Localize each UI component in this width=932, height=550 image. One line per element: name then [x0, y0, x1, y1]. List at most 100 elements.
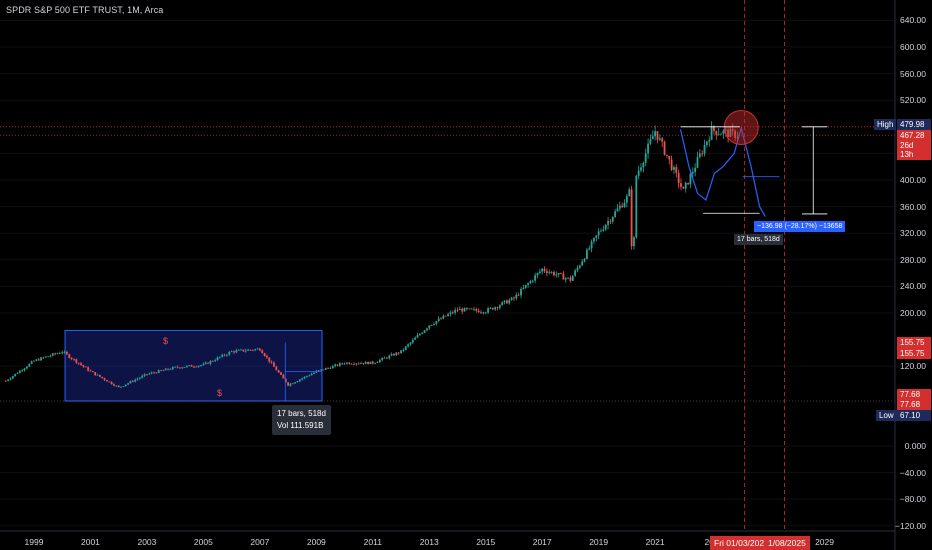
- price-tick-label: 280.00: [900, 254, 926, 265]
- candle-body: [200, 365, 202, 366]
- candle-body: [430, 324, 433, 326]
- candle-body: [122, 386, 125, 387]
- candle-body: [494, 307, 497, 310]
- chart-grid: [0, 19, 895, 527]
- candle-body: [176, 366, 179, 368]
- price-tick-label: 240.00: [900, 281, 926, 292]
- candle-body: [449, 312, 452, 315]
- candle-body: [371, 361, 374, 364]
- price-tick-label: 200.00: [900, 308, 926, 318]
- candle-body: [21, 370, 24, 372]
- candle-body: [37, 359, 40, 361]
- candle-body: [58, 353, 61, 354]
- candle-body: [442, 315, 445, 319]
- price-tick-label: −40.00: [899, 467, 926, 478]
- candle-body: [701, 153, 704, 155]
- candle-body: [595, 235, 598, 238]
- candle-body: [633, 237, 635, 247]
- chart-title: SPDR S&P 500 ETF TRUST, 1M, Arca: [6, 5, 164, 15]
- candle-body: [282, 374, 285, 379]
- time-tick-label: 2017: [532, 537, 552, 547]
- level-tag-upper-a: 155.75: [897, 337, 931, 348]
- candle-body: [261, 350, 264, 354]
- candle-body: [77, 362, 80, 364]
- candle-body: [376, 362, 379, 363]
- candle-body: [381, 357, 384, 360]
- candle-body: [458, 308, 461, 311]
- candle-body: [527, 283, 529, 285]
- candle-body: [715, 130, 718, 135]
- candle-body: [673, 167, 675, 170]
- candle-body: [651, 136, 654, 140]
- candle-body: [416, 335, 419, 338]
- candle-body: [473, 309, 475, 310]
- low-label-tag: Low: [876, 410, 897, 421]
- level-tag-lower-a: 77.68: [897, 389, 931, 400]
- candle-body: [82, 364, 85, 367]
- candle-body: [68, 354, 71, 358]
- candle-body: [242, 349, 245, 352]
- candle-body: [204, 362, 207, 364]
- candle-body: [183, 367, 186, 368]
- candle-body: [557, 273, 560, 275]
- candle-body: [7, 379, 10, 381]
- price-tick-label: −80.00: [899, 494, 926, 505]
- candle-body: [731, 129, 734, 131]
- candle-body: [440, 318, 442, 320]
- candle-body: [727, 129, 729, 137]
- candle-body: [555, 274, 558, 276]
- candle-body: [713, 126, 715, 131]
- measure-badge-2024: −136.98 (−28.17%) −13658: [754, 221, 846, 232]
- candle-body: [581, 261, 584, 266]
- candle-body: [496, 307, 499, 309]
- time-tick-label: 2013: [419, 537, 439, 547]
- candle-body: [54, 353, 57, 355]
- candle-body: [663, 141, 666, 155]
- candle-body: [44, 356, 47, 358]
- candle-body: [691, 172, 694, 174]
- candle-body: [298, 379, 301, 382]
- candle-body: [411, 339, 414, 343]
- candle-body: [303, 376, 306, 379]
- candle-body: [418, 333, 421, 336]
- candle-body: [268, 357, 271, 362]
- candle-body: [70, 357, 73, 359]
- candle-body: [522, 287, 525, 290]
- drawing-overlays-front: [284, 109, 828, 401]
- candle-body: [520, 289, 522, 296]
- candle-body: [301, 378, 304, 380]
- candle-body: [604, 224, 607, 230]
- candle-body: [336, 364, 339, 366]
- candle-body: [186, 365, 188, 368]
- candle-body: [524, 284, 527, 288]
- candle-body: [228, 351, 231, 355]
- candle-body: [680, 183, 682, 187]
- candle-body: [143, 374, 146, 376]
- candle-body: [588, 248, 591, 250]
- candle-body: [498, 305, 501, 308]
- candle-body: [96, 374, 99, 376]
- candle-body: [466, 308, 468, 309]
- candle-body: [444, 315, 447, 317]
- candle-body: [461, 308, 464, 312]
- time-tick-label: 2005: [193, 537, 213, 547]
- candle-body: [244, 350, 247, 352]
- candle-body: [216, 357, 219, 361]
- candle-body: [181, 367, 184, 369]
- candle-body: [388, 355, 391, 359]
- candle-body: [322, 369, 325, 371]
- measure-tooltip-2008: 17 bars, 518d Vol 111.591B: [272, 405, 331, 435]
- candlestick-series: [4, 121, 739, 389]
- candle-body: [341, 363, 344, 365]
- candle-body: [89, 370, 92, 372]
- candle-body: [61, 352, 64, 354]
- candle-body: [26, 366, 28, 369]
- candle-body: [284, 378, 287, 383]
- candle-body: [656, 131, 659, 140]
- candle-body: [510, 297, 513, 301]
- price-tick-label: −120.00: [895, 520, 926, 531]
- candle-body: [289, 383, 292, 386]
- candle-body: [602, 229, 605, 231]
- candle-body: [223, 354, 226, 356]
